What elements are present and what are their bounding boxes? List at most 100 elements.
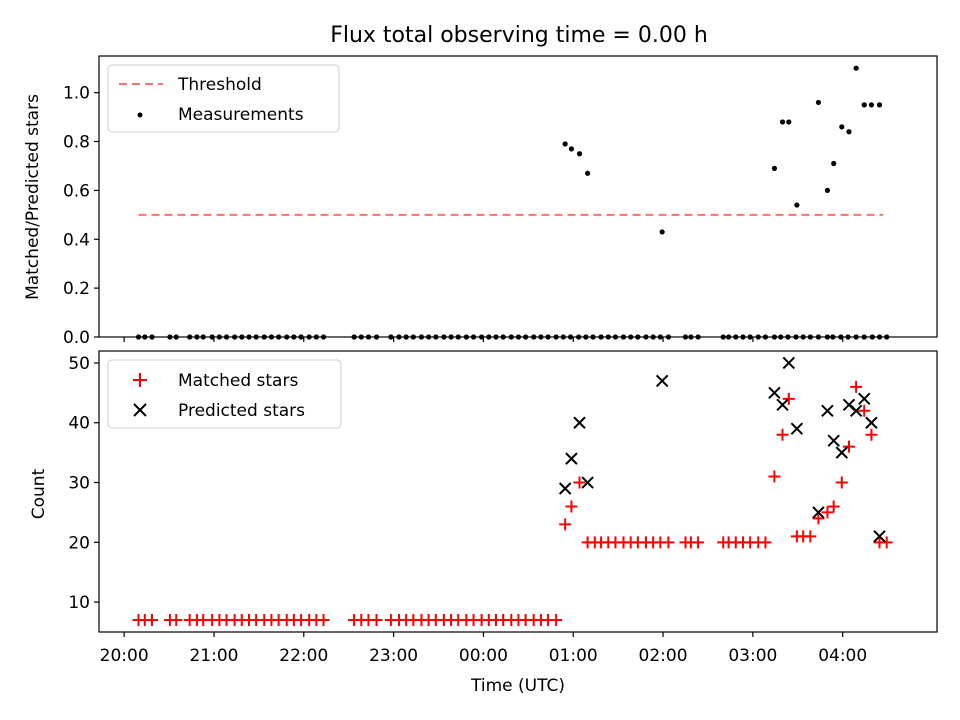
legend-threshold-label: Threshold: [177, 75, 262, 95]
legend-matched-label: Matched stars: [178, 371, 298, 391]
bottom-y-tick-label: 50: [68, 354, 90, 374]
bottom-y-tick-label: 40: [68, 414, 90, 434]
measurement-point: [695, 334, 701, 340]
measurement-point: [720, 334, 726, 340]
x-tick-label: 00:00: [459, 646, 508, 666]
measurement-point: [545, 334, 551, 340]
measurement-point: [876, 102, 883, 108]
measurement-point: [815, 334, 822, 340]
matched-star-point: [565, 500, 578, 513]
top-y-ticks: 0.0 0.2 0.4 0.6 0.8 1.0: [63, 84, 99, 348]
matched-star-point: [662, 536, 675, 549]
measurement-point: [418, 334, 425, 340]
legend-measurements-swatch: [137, 112, 143, 118]
predicted-star-point: [776, 398, 789, 412]
predicted-star-point: [790, 422, 804, 435]
measurement-point: [747, 334, 753, 340]
x-tick-label: 03:00: [728, 646, 777, 666]
x-tick-label: 21:00: [189, 646, 238, 666]
chart-title: Flux total observing time = 0.00 h: [330, 23, 708, 48]
measurement-point: [276, 334, 282, 340]
measurement-point: [313, 334, 319, 340]
bottom-y-ticks: 10 20 30 40 50: [68, 354, 99, 613]
top-y-tick-label: 0.8: [63, 133, 90, 153]
matched-star-point: [880, 536, 893, 549]
measurement-point: [426, 334, 432, 340]
measurement-point: [515, 334, 522, 340]
measurement-point: [612, 334, 619, 340]
measurement-point: [830, 334, 836, 340]
measurement-point: [187, 334, 193, 340]
predicted-star-point: [827, 434, 840, 447]
predicted-star-point: [655, 374, 669, 388]
measurement-point: [583, 334, 589, 340]
measurement-point: [441, 334, 447, 340]
measurement-point: [568, 146, 575, 152]
measurement-point: [167, 334, 173, 340]
measurement-point: [239, 334, 245, 340]
measurement-point: [284, 334, 290, 340]
measurement-point: [223, 334, 230, 340]
measurement-point: [733, 334, 739, 340]
matched-star-point: [559, 518, 572, 531]
measurement-point: [562, 141, 568, 147]
bottom-y-axis-label: Count: [29, 468, 49, 519]
measurement-point: [585, 170, 591, 176]
predicted-star-point: [835, 446, 849, 459]
x-axis-label: Time (UTC): [470, 676, 565, 696]
measurement-point: [508, 334, 514, 340]
measurement-point: [793, 334, 799, 340]
measurement-point: [268, 334, 275, 340]
predicted-star-point: [782, 356, 796, 370]
matched-star-point: [573, 476, 586, 489]
matched-star-point: [858, 404, 871, 417]
measurement-point: [396, 334, 402, 340]
predicted-star-point: [812, 506, 825, 519]
measurement-point: [470, 334, 477, 340]
matched-star-point: [827, 500, 840, 513]
measurement-point: [365, 334, 372, 340]
measurement-point: [807, 334, 813, 340]
predicted-star-point: [858, 392, 871, 406]
x-tick-label: 01:00: [549, 646, 598, 666]
measurement-point: [598, 334, 604, 340]
measurement-point: [567, 334, 574, 340]
measurement-point: [142, 334, 148, 340]
bottom-panel: 10 20 30 40 50 20:00 21:00 22:00 23:00 00:00 01:0…: [29, 350, 938, 696]
bottom-y-tick-label: 20: [68, 533, 90, 553]
x-tick-label: 20:00: [100, 646, 149, 666]
measurement-point: [173, 334, 179, 340]
measurement-point: [410, 334, 416, 340]
measurement-point: [682, 334, 689, 340]
measurement-point: [463, 334, 469, 340]
measurement-point: [726, 334, 732, 340]
matched-star-point: [865, 428, 878, 441]
bottom-series-points: [132, 356, 893, 627]
measurement-point: [448, 334, 454, 340]
legend-matched-swatch: [133, 373, 147, 387]
measurement-point: [755, 334, 761, 340]
measurement-point: [635, 334, 641, 340]
measurement-point: [846, 129, 852, 135]
top-x-ticks: [123, 337, 844, 342]
measurement-point: [560, 334, 566, 340]
measurement-point: [869, 334, 875, 340]
predicted-star-point: [573, 416, 586, 429]
matched-star-point: [692, 536, 705, 549]
measurement-point: [261, 334, 267, 340]
measurement-points: [135, 65, 890, 340]
predicted-star-point: [768, 386, 781, 400]
measurement-point: [135, 334, 142, 340]
measurement-point: [200, 334, 206, 340]
matched-star-point: [768, 470, 781, 483]
bottom-legend: Matched stars Predicted stars: [107, 359, 342, 429]
measurement-point: [657, 334, 663, 340]
measurement-point: [306, 334, 312, 340]
measurement-point: [861, 334, 867, 340]
top-legend: Threshold Measurements: [107, 64, 340, 133]
measurement-point: [538, 334, 544, 340]
matched-star-point: [804, 530, 817, 543]
x-tick-label: 02:00: [639, 646, 688, 666]
matched-star-point: [370, 614, 383, 627]
